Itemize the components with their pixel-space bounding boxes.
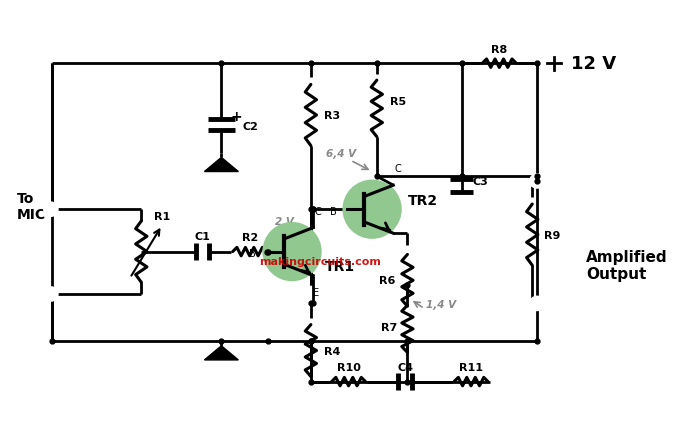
Text: R10: R10	[337, 363, 360, 373]
Polygon shape	[205, 158, 238, 172]
Text: R6: R6	[379, 276, 396, 286]
Text: R3: R3	[324, 111, 340, 121]
Text: makingcircuits.com: makingcircuits.com	[259, 256, 381, 266]
Text: R8: R8	[491, 45, 508, 55]
Text: 6,4 V: 6,4 V	[326, 148, 356, 158]
Text: B: B	[250, 249, 256, 259]
Text: R5: R5	[390, 97, 406, 106]
Text: TR1: TR1	[325, 259, 355, 273]
Text: B: B	[329, 207, 336, 216]
Text: R7: R7	[381, 322, 398, 332]
Text: C4: C4	[397, 363, 413, 373]
Text: C1: C1	[194, 231, 211, 241]
Circle shape	[531, 297, 543, 310]
Text: R11: R11	[459, 363, 483, 373]
Text: +: +	[231, 109, 242, 124]
Text: Amplified: Amplified	[586, 249, 668, 264]
Text: C3: C3	[473, 176, 489, 187]
Text: 12 V: 12 V	[571, 55, 616, 73]
Text: C: C	[394, 164, 401, 174]
Text: R9: R9	[543, 230, 560, 240]
Text: TR2: TR2	[408, 193, 438, 207]
Text: R4: R4	[324, 345, 340, 356]
Circle shape	[344, 181, 400, 238]
Text: 1,4 V: 1,4 V	[427, 299, 456, 309]
Text: R1: R1	[155, 211, 171, 221]
Circle shape	[45, 288, 57, 301]
Text: C2: C2	[242, 122, 258, 132]
Polygon shape	[205, 346, 238, 360]
Circle shape	[541, 52, 566, 76]
Text: Output: Output	[586, 266, 647, 281]
Text: 2 V: 2 V	[275, 216, 294, 226]
Text: MIC: MIC	[17, 207, 46, 222]
Text: E: E	[313, 288, 319, 298]
Text: R2: R2	[242, 232, 258, 242]
Text: To: To	[17, 191, 34, 205]
Circle shape	[531, 175, 543, 188]
Text: C: C	[314, 206, 321, 216]
Circle shape	[45, 203, 57, 216]
Circle shape	[264, 224, 321, 280]
